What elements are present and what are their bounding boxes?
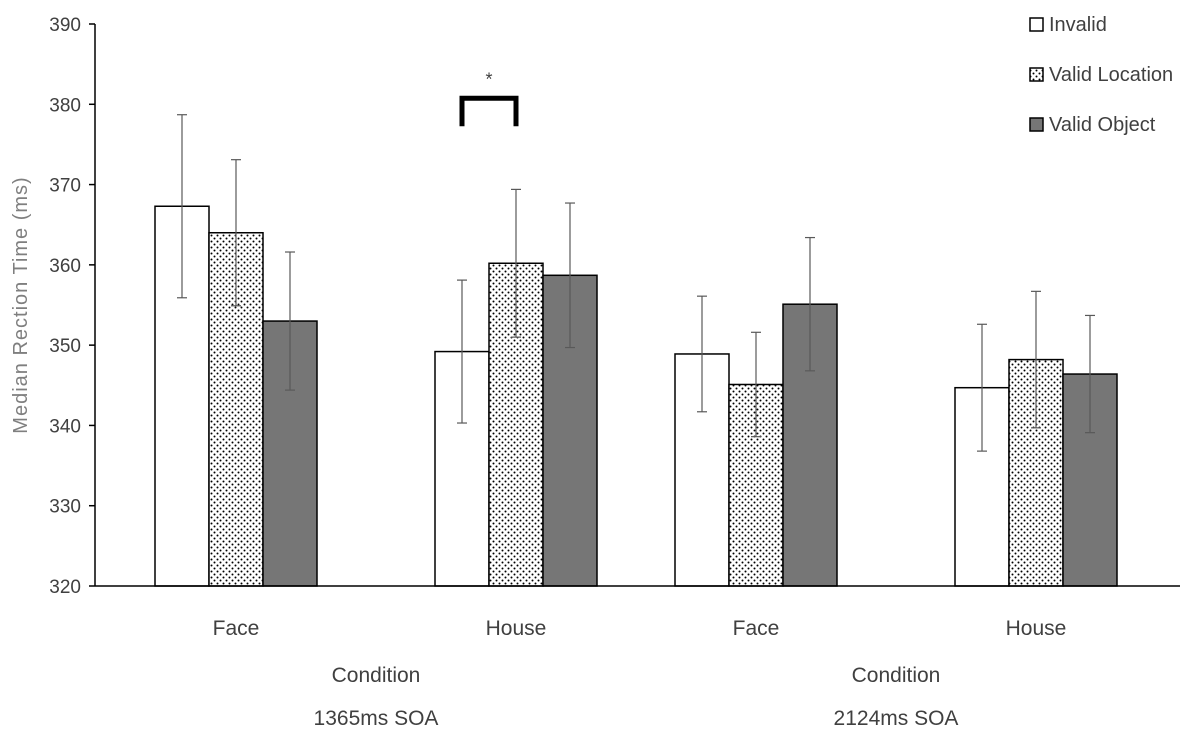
group-label: 2124ms SOA	[834, 707, 959, 730]
y-axis-title: Median Rection Time (ms)	[10, 176, 32, 433]
bars-layer	[154, 205, 1118, 587]
group-label: Condition	[852, 664, 941, 687]
bar	[1062, 373, 1118, 587]
y-tick-label: 380	[49, 95, 81, 116]
y-tick-label: 320	[49, 577, 81, 598]
significance-label: *	[485, 69, 492, 89]
legend-swatch	[1029, 117, 1044, 132]
y-tick-label: 350	[49, 336, 81, 357]
y-tick-label: 390	[49, 15, 81, 36]
significance-bracket	[459, 95, 519, 127]
legend-label: Valid Location	[1049, 64, 1173, 86]
error-bars-layer	[177, 114, 1095, 452]
y-tick-label: 340	[49, 416, 81, 437]
significance-layer: *	[459, 69, 519, 127]
y-tick-label: 330	[49, 497, 81, 518]
x-tick-label: House	[1006, 617, 1067, 640]
y-tick-label: 370	[49, 176, 81, 197]
legend-label: Invalid	[1049, 14, 1107, 36]
group-label: 1365ms SOA	[314, 707, 439, 730]
y-tick-label: 360	[49, 256, 81, 277]
x-tick-label: Face	[733, 617, 780, 640]
legend-swatch	[1029, 17, 1044, 32]
x-axis: Face House Face House Condition 1365ms SOA Con…	[95, 585, 1180, 730]
x-tick-label: Face	[213, 617, 260, 640]
legend: Invalid Valid Location Valid Object	[1029, 14, 1173, 136]
legend-swatch	[1029, 67, 1044, 82]
y-axis: 320 330 340 350 360 370 380 390	[49, 15, 96, 598]
group-label: Condition	[332, 664, 421, 687]
legend-label: Valid Object	[1049, 114, 1156, 136]
x-tick-label: House	[486, 617, 547, 640]
